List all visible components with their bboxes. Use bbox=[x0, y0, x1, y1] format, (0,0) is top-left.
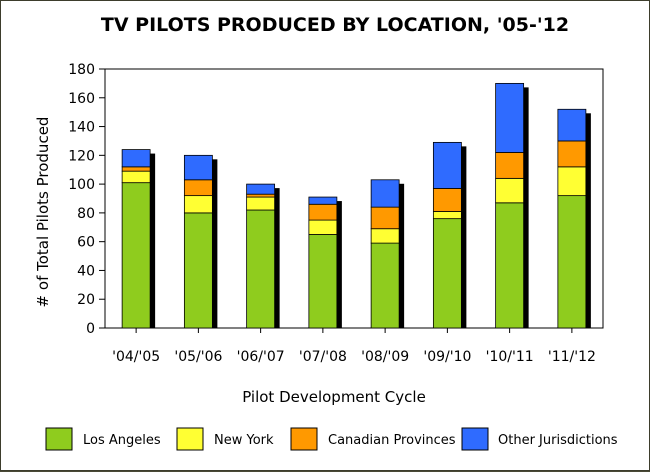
bar-segment bbox=[432, 211, 462, 220]
bar-segment bbox=[121, 170, 151, 184]
bar-segment bbox=[121, 166, 151, 172]
bar-segment bbox=[183, 212, 213, 329]
bar-segment bbox=[308, 234, 338, 329]
bar-segment bbox=[432, 141, 462, 189]
bar-segment bbox=[495, 82, 525, 153]
x-tick-label: '09/'10 bbox=[423, 349, 471, 365]
bar-segment bbox=[557, 166, 587, 197]
x-tick-label: '08/'09 bbox=[361, 349, 409, 365]
y-tick-label: 160 bbox=[68, 91, 95, 107]
legend-swatch bbox=[290, 427, 318, 451]
legend-label: Los Angeles bbox=[83, 433, 161, 448]
legend-swatch bbox=[176, 427, 204, 451]
bar-segment bbox=[432, 218, 462, 329]
legend-swatch bbox=[461, 427, 489, 451]
bar-segment bbox=[183, 179, 213, 197]
bar-segment bbox=[495, 177, 525, 204]
bar-segment bbox=[495, 152, 525, 179]
y-tick-label: 180 bbox=[68, 62, 95, 78]
y-tick-label: 40 bbox=[77, 263, 95, 279]
x-axis-label: Pilot Development Cycle bbox=[242, 388, 426, 406]
y-tick-label: 20 bbox=[77, 292, 95, 308]
chart-title: TV PILOTS PRODUCED BY LOCATION, '05-'12 bbox=[101, 14, 569, 36]
bar-segment bbox=[121, 149, 151, 168]
legend-label: Canadian Provinces bbox=[328, 433, 456, 448]
bar-segment bbox=[308, 203, 338, 221]
y-axis-label: # of Total Pilots Produced bbox=[34, 117, 52, 308]
bar-segment bbox=[495, 202, 525, 329]
y-tick-label: 140 bbox=[68, 120, 95, 136]
bar-segment bbox=[557, 140, 587, 168]
plot-area: 0 20 40 60 80 100 120 140 160 180 '04/'05 '05/'06 '0… bbox=[68, 62, 604, 365]
bar-segment bbox=[121, 182, 151, 329]
y-tick-label: 80 bbox=[77, 206, 95, 222]
legend-label: New York bbox=[214, 433, 274, 448]
bar-segment bbox=[370, 228, 400, 244]
y-tick-label: 0 bbox=[86, 321, 95, 337]
legend: Los Angeles New York Canadian Provinces Oth… bbox=[45, 427, 618, 451]
legend-swatch bbox=[45, 427, 73, 451]
bar-segment bbox=[246, 196, 276, 211]
bar-segment bbox=[432, 188, 462, 212]
x-tick-label: '06/'07 bbox=[237, 349, 285, 365]
bar-segment bbox=[370, 206, 400, 230]
x-tick-label: '10/'11 bbox=[486, 349, 534, 365]
bar-segment bbox=[246, 183, 276, 195]
bar-segment bbox=[246, 193, 276, 198]
bar-segment bbox=[370, 179, 400, 208]
bar-segment bbox=[183, 195, 213, 214]
x-tick-label: '04/'05 bbox=[112, 349, 160, 365]
y-tick-label: 100 bbox=[68, 177, 95, 193]
x-tick-label: '11/'12 bbox=[548, 349, 596, 365]
bar-segment bbox=[557, 108, 587, 142]
bar-segment bbox=[308, 196, 338, 205]
x-tick-label: '07/'08 bbox=[299, 349, 347, 365]
bar-segment bbox=[308, 219, 338, 235]
bar-segment bbox=[183, 154, 213, 181]
bar-segment bbox=[557, 195, 587, 329]
bar-segment bbox=[370, 242, 400, 329]
bar-segment bbox=[246, 209, 276, 329]
x-tick-label: '05/'06 bbox=[174, 349, 222, 365]
y-tick-label: 120 bbox=[68, 148, 95, 164]
legend-label: Other Jurisdictions bbox=[498, 433, 618, 448]
y-tick-label: 60 bbox=[77, 235, 95, 251]
